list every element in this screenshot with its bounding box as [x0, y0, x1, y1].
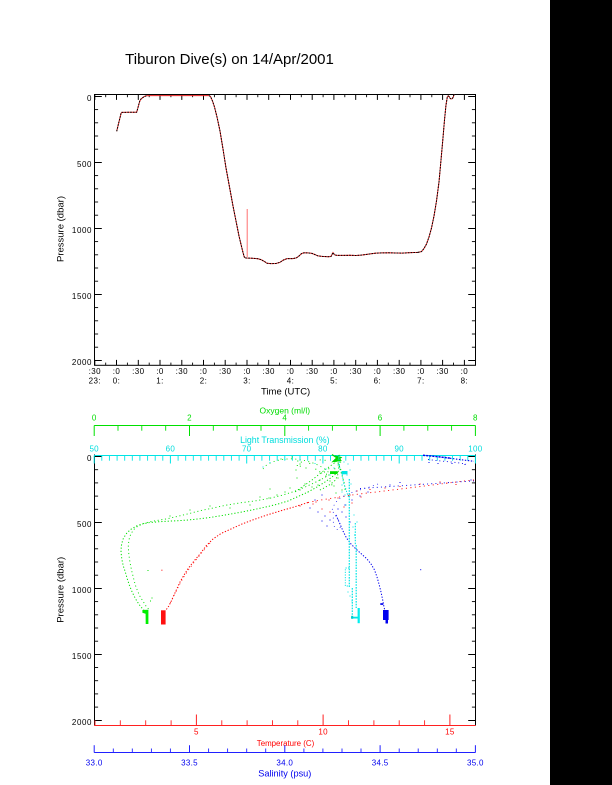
svg-text:Time (UTC): Time (UTC): [261, 386, 310, 397]
svg-text:80: 80: [318, 444, 328, 453]
svg-text::0: :0: [330, 367, 338, 376]
svg-text:8:: 8:: [461, 377, 468, 386]
svg-text:35.0: 35.0: [467, 758, 484, 767]
svg-text::0: :0: [461, 367, 469, 376]
svg-text::30: :30: [393, 367, 405, 376]
svg-text:8: 8: [473, 414, 478, 423]
svg-text:1000: 1000: [72, 586, 92, 595]
svg-text:0: 0: [87, 94, 92, 103]
svg-text:70: 70: [242, 444, 252, 453]
svg-text:Oxygen (ml/l): Oxygen (ml/l): [260, 405, 311, 415]
svg-text::30: :30: [132, 367, 144, 376]
svg-text::0: :0: [200, 367, 208, 376]
svg-text::0: :0: [156, 367, 164, 376]
svg-text:1500: 1500: [72, 652, 92, 661]
svg-text:4:: 4:: [287, 377, 294, 386]
svg-text:34.0: 34.0: [276, 758, 293, 767]
svg-text:33.0: 33.0: [86, 758, 103, 767]
svg-text::30: :30: [219, 367, 231, 376]
svg-text::0: :0: [374, 367, 382, 376]
svg-text:6: 6: [378, 414, 383, 423]
svg-text:500: 500: [77, 160, 92, 169]
svg-text:1000: 1000: [72, 226, 92, 235]
svg-text:2: 2: [187, 414, 192, 423]
svg-text:5:: 5:: [330, 377, 337, 386]
svg-text::30: :30: [263, 367, 275, 376]
svg-text:50: 50: [89, 444, 99, 453]
svg-text:7:: 7:: [417, 377, 424, 386]
svg-text:2000: 2000: [72, 718, 92, 727]
svg-text:1:: 1:: [156, 377, 163, 386]
svg-text:2000: 2000: [72, 358, 92, 367]
svg-text:4: 4: [282, 414, 287, 423]
svg-text::0: :0: [287, 367, 295, 376]
svg-text:0: 0: [92, 414, 97, 423]
svg-text:60: 60: [166, 444, 176, 453]
svg-text:Tiburon Dive(s) on 14/Apr/2001: Tiburon Dive(s) on 14/Apr/2001: [125, 51, 334, 68]
svg-text:3:: 3:: [243, 377, 250, 386]
svg-text::30: :30: [306, 367, 318, 376]
svg-text:34.5: 34.5: [372, 758, 389, 767]
svg-text::30: :30: [89, 367, 101, 376]
svg-text:23:: 23:: [89, 377, 101, 386]
svg-text:0: 0: [87, 454, 92, 463]
svg-text::30: :30: [350, 367, 362, 376]
svg-text:Pressure (dbar): Pressure (dbar): [56, 557, 67, 623]
svg-text:1500: 1500: [72, 292, 92, 301]
svg-text:6:: 6:: [374, 377, 381, 386]
svg-text:33.5: 33.5: [181, 758, 198, 767]
svg-text:5: 5: [194, 727, 199, 736]
svg-text:0:: 0:: [113, 377, 120, 386]
svg-text:500: 500: [77, 520, 92, 529]
svg-text:Salinity (psu): Salinity (psu): [258, 768, 311, 778]
svg-text:100: 100: [468, 444, 482, 453]
svg-text:Temperature (C): Temperature (C): [257, 739, 315, 748]
svg-text::0: :0: [417, 367, 425, 376]
svg-text:90: 90: [394, 444, 404, 453]
svg-text:10: 10: [318, 727, 328, 736]
svg-text::0: :0: [113, 367, 121, 376]
svg-text:2:: 2:: [200, 377, 207, 386]
svg-text:Pressure (dbar): Pressure (dbar): [56, 196, 67, 262]
svg-text:15: 15: [445, 727, 455, 736]
svg-text::30: :30: [176, 367, 188, 376]
svg-text:Light Transmission (%): Light Transmission (%): [240, 435, 330, 445]
svg-text::30: :30: [436, 367, 448, 376]
svg-text::0: :0: [243, 367, 251, 376]
